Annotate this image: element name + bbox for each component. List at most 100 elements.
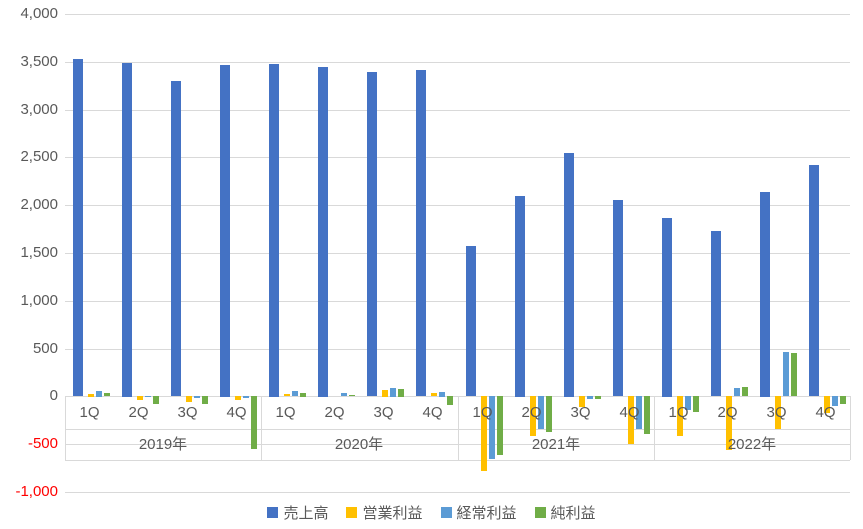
bar-営業利益 [775,396,781,429]
bar-純利益 [104,393,110,396]
legend-label: 営業利益 [362,504,423,522]
bar-売上高 [416,70,426,396]
bar-営業利益 [284,394,290,396]
quarter-label: 1Q [79,404,100,421]
quarter-label: 2Q [521,404,542,421]
quarter-label: 1Q [275,404,296,421]
bar-営業利益 [726,396,732,450]
bar-経常利益 [292,391,298,396]
bar-経常利益 [636,396,642,429]
bar-売上高 [466,246,476,396]
year-separator-line [654,396,655,460]
gridline [65,253,850,254]
bar-売上高 [171,81,181,396]
bar-経常利益 [734,388,740,396]
quarter-label: 1Q [472,404,493,421]
category-frame-line [65,396,850,397]
y-axis-tick-label: 1,500 [20,244,58,261]
year-label: 2019年 [138,436,188,453]
bar-営業利益 [628,396,634,444]
quarter-label: 3Q [177,404,198,421]
bar-経常利益 [538,396,544,429]
legend-item-純利益: 純利益 [534,502,596,523]
legend-swatch-icon [534,506,546,518]
legend-item-経常利益: 経常利益 [440,502,517,523]
bar-売上高 [662,218,672,397]
legend-label: 売上高 [283,504,329,522]
bar-売上高 [564,153,574,397]
bar-営業利益 [824,396,830,413]
bar-営業利益 [235,396,241,400]
gridline [65,14,850,15]
bar-純利益 [300,393,306,397]
year-label: 2021年 [531,436,581,453]
bar-営業利益 [481,396,487,471]
legend-label: 純利益 [550,504,596,522]
bar-経常利益 [783,352,789,396]
bar-経常利益 [341,393,347,396]
bar-売上高 [515,196,525,397]
bar-経常利益 [832,396,838,406]
bar-売上高 [613,200,623,396]
year-label: 2020年 [334,436,384,453]
bar-純利益 [447,396,453,405]
bar-純利益 [595,396,601,399]
gridline [65,205,850,206]
category-frame-line [65,460,850,461]
bar-経常利益 [439,392,445,397]
bar-純利益 [840,396,846,404]
year-separator-line [850,396,851,460]
quarter-label: 3Q [766,404,787,421]
quarter-label: 1Q [668,404,689,421]
year-separator-line [261,396,262,460]
legend-swatch-icon [267,506,279,518]
category-frame-line [65,429,850,430]
bar-経常利益 [390,388,396,397]
bar-純利益 [693,396,699,412]
quarter-label: 2Q [324,404,345,421]
gridline [65,62,850,63]
y-axis-tick-label: 2,000 [20,196,58,213]
y-axis-tick-label: 500 [32,340,58,357]
bar-純利益 [742,387,748,396]
bar-純利益 [153,396,159,404]
bar-純利益 [398,389,404,397]
bar-純利益 [251,396,257,449]
bar-純利益 [791,353,797,396]
legend-swatch-icon [440,506,452,518]
bar-純利益 [349,395,355,396]
bar-営業利益 [530,396,536,436]
gridline [65,444,850,445]
y-axis-tick-label: 4,000 [20,5,58,22]
bar-経常利益 [194,396,200,398]
bar-営業利益 [382,390,388,397]
bar-営業利益 [579,396,585,407]
gridline [65,349,850,350]
year-separator-line [458,396,459,460]
bar-営業利益 [431,393,437,396]
quarter-label: 4Q [226,404,247,421]
bar-営業利益 [186,396,192,402]
year-label: 2022年 [727,436,777,453]
gridline [65,301,850,302]
bar-売上高 [809,165,819,396]
gridline [65,492,850,493]
bar-売上高 [760,192,770,397]
bar-売上高 [122,63,132,397]
quarter-label: 3Q [373,404,394,421]
y-axis-tick-label: 1,000 [20,292,58,309]
gridline [65,157,850,158]
bar-純利益 [644,396,650,434]
y-axis-tick-label: 2,500 [20,148,58,165]
bar-経常利益 [96,391,102,397]
quarter-label: 2Q [717,404,738,421]
bar-営業利益 [677,396,683,436]
bar-売上高 [269,64,279,397]
gridline [65,110,850,111]
bar-純利益 [497,396,503,455]
bar-経常利益 [145,396,151,397]
quarter-label: 2Q [128,404,149,421]
bar-営業利益 [88,394,94,397]
bar-経常利益 [685,396,691,410]
